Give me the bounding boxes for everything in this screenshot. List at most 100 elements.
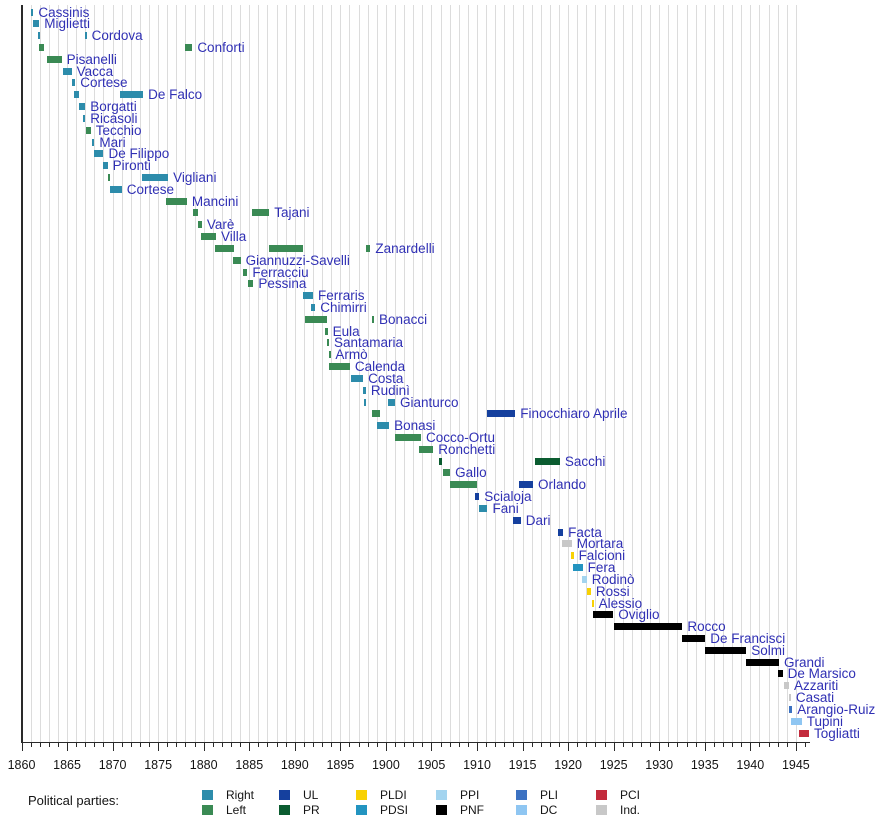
grid-line <box>549 5 551 742</box>
minister-name-label[interactable]: Casati <box>795 690 835 706</box>
axis-tick <box>67 742 69 751</box>
minister-name-label[interactable]: Rudinì <box>370 382 410 398</box>
minister-name-label[interactable]: Orlando <box>538 477 587 493</box>
minister-name-label[interactable]: Oviglio <box>618 607 660 623</box>
minister-name-label[interactable]: Tecchio <box>95 122 142 138</box>
minister-name-label[interactable]: Scialoja <box>484 489 532 505</box>
axis-year-label: 1915 <box>508 758 537 772</box>
grid-line <box>176 5 178 742</box>
axis-tick <box>139 742 141 747</box>
grid-line <box>467 5 469 742</box>
minister-name-label[interactable]: De Francisci <box>710 630 786 646</box>
minister-name-label[interactable]: Alessio <box>598 595 643 611</box>
minister-name-label[interactable]: Miglietti <box>44 16 91 32</box>
minister-bar <box>371 410 380 418</box>
minister-name-label[interactable]: Facta <box>568 524 602 540</box>
minister-name-label[interactable]: Ferracciu <box>252 264 309 280</box>
minister-bar <box>325 327 328 335</box>
minister-name-label[interactable]: Ferraris <box>318 288 365 304</box>
minister-name-label[interactable]: Santamaria <box>333 335 403 351</box>
legend-label: UL <box>303 788 319 802</box>
axis-tick <box>176 742 178 747</box>
grid-line <box>668 5 670 742</box>
grid-line <box>258 5 260 742</box>
axis-tick <box>194 742 196 747</box>
axis-tick <box>467 742 469 747</box>
axis-tick <box>185 742 187 747</box>
minister-name-label[interactable]: Finocchiaro Aprile <box>520 406 628 422</box>
minister-bar <box>746 658 779 666</box>
minister-name-label[interactable]: Tupini <box>806 713 844 729</box>
axis-tick <box>103 742 105 747</box>
minister-name-label[interactable]: Cortese <box>80 75 128 91</box>
minister-name-label[interactable]: Gallo <box>455 465 487 481</box>
minister-name-label[interactable]: Gianturco <box>400 394 459 410</box>
minister-name-label[interactable]: Mari <box>99 134 126 150</box>
minister-name-label[interactable]: Borgatti <box>90 99 137 115</box>
grid-line <box>30 5 32 742</box>
grid-line <box>294 5 296 742</box>
minister-name-label[interactable]: Fera <box>587 560 616 576</box>
minister-name-label[interactable]: Cassinis <box>38 4 90 20</box>
minister-name-label[interactable]: Falcioni <box>578 548 626 564</box>
minister-name-label[interactable]: De Falco <box>148 87 203 103</box>
minister-name-label[interactable]: Bonasi <box>394 418 436 434</box>
axis-tick <box>504 742 506 747</box>
minister-bar <box>363 386 366 394</box>
minister-name-label[interactable]: Sacchi <box>564 453 606 469</box>
grid-line <box>686 5 688 742</box>
minister-name-label[interactable]: Armò <box>335 347 368 363</box>
minister-name-label[interactable]: Cocco-Ortu <box>425 430 495 446</box>
grid-line <box>39 5 41 742</box>
minister-name-label[interactable]: Solmi <box>751 642 785 658</box>
legend-swatch-pldi <box>356 790 367 800</box>
axis-year-label: 1865 <box>53 758 81 772</box>
minister-bar <box>79 103 86 111</box>
minister-name-label[interactable]: Mancini <box>191 193 239 209</box>
minister-name-label[interactable]: Eula <box>332 323 360 339</box>
minister-name-label[interactable]: Varè <box>206 217 235 233</box>
grid-line <box>595 5 597 742</box>
minister-name-label[interactable]: Calenda <box>354 359 406 375</box>
axis-tick <box>367 742 369 747</box>
legend-swatch-pli <box>516 790 527 800</box>
minister-name-label[interactable]: Arangio-Ruiz <box>797 701 876 717</box>
minister-name-label[interactable]: Togliatti <box>814 725 860 741</box>
minister-name-label[interactable]: Ronchetti <box>438 441 496 457</box>
minister-name-label[interactable]: Rossi <box>595 583 630 599</box>
minister-name-label[interactable]: Tajani <box>274 205 310 221</box>
minister-name-label[interactable]: Vigliani <box>173 169 217 185</box>
minister-name-label[interactable]: Chimirri <box>320 300 367 315</box>
minister-name-label[interactable]: Mortara <box>576 536 624 552</box>
minister-name-label[interactable]: Conforti <box>197 39 245 55</box>
minister-name-label[interactable]: De Filippo <box>108 146 170 162</box>
grid-line <box>458 5 460 742</box>
minister-name-label[interactable]: Cordova <box>91 28 143 44</box>
grid-line <box>422 5 424 742</box>
minister-name-label[interactable]: Pessina <box>258 276 307 292</box>
minister-name-label[interactable]: Pironti <box>112 158 151 174</box>
axis-tick <box>340 742 342 751</box>
minister-name-label[interactable]: Rodinò <box>591 571 635 587</box>
axis-year-label: 1905 <box>417 758 446 772</box>
minister-name-label[interactable]: Bonacci <box>379 311 428 327</box>
axis-tick <box>458 742 460 747</box>
minister-name-label[interactable]: Zanardelli <box>375 240 435 256</box>
minister-name-label[interactable]: Azzariti <box>794 678 839 694</box>
minister-name-label[interactable]: De Marsico <box>787 666 856 682</box>
axis-tick <box>249 742 251 751</box>
minister-name-label[interactable]: Vacca <box>76 63 114 79</box>
minister-name-label[interactable]: Costa <box>368 370 404 386</box>
axis-tick <box>677 742 679 747</box>
minister-name-label[interactable]: Cortese <box>126 181 174 197</box>
minister-name-label[interactable]: Fani <box>492 500 519 516</box>
minister-name-label[interactable]: Ricasoli <box>90 110 138 126</box>
minister-name-label[interactable]: Grandi <box>783 654 825 670</box>
axis-tick <box>285 742 287 747</box>
minister-name-label[interactable]: Dari <box>525 512 551 528</box>
minister-name-label[interactable]: Pisanelli <box>66 51 117 67</box>
minister-name-label[interactable]: Rocco <box>687 619 726 635</box>
minister-name-label[interactable]: Villa <box>220 229 247 245</box>
grid-line <box>76 5 78 742</box>
minister-name-label[interactable]: Giannuzzi-Savelli <box>245 252 350 268</box>
